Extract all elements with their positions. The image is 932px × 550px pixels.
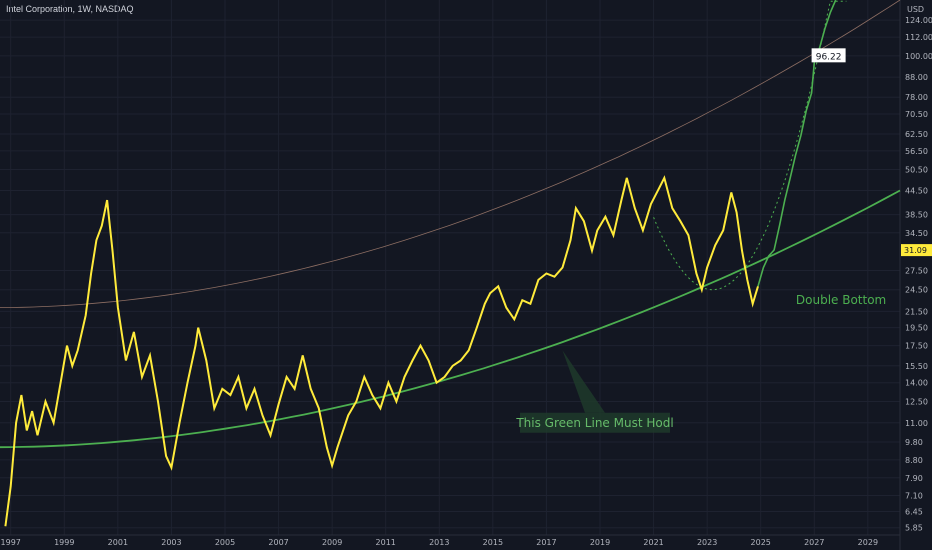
y-tick-label: 78.00 (905, 93, 928, 102)
annotation-pointer (562, 350, 605, 413)
y-tick-label: 70.50 (905, 110, 928, 119)
double-bottom-arc (653, 0, 847, 291)
y-tick-label: 7.10 (905, 492, 923, 501)
y-tick-label: 100.00 (905, 52, 932, 61)
x-tick-label: 2015 (483, 538, 503, 547)
grid (0, 0, 900, 535)
y-tick-label: 8.80 (905, 456, 923, 465)
x-tick-label: 2027 (804, 538, 824, 547)
projection-price-box (811, 48, 846, 63)
y-tick-label: 112.00 (905, 33, 932, 42)
x-tick-label: 2017 (536, 538, 556, 547)
y-tick-label: 88.00 (905, 73, 928, 82)
annotation-double-bottom-text: Double Bottom (796, 293, 886, 307)
x-tick-label: 2025 (751, 538, 771, 547)
y-tick-label: 17.50 (905, 342, 928, 351)
y-tick-label: 34.50 (905, 229, 928, 238)
x-tick-label: 2013 (429, 538, 449, 547)
price-line (4, 175, 759, 527)
projection-line (757, 0, 837, 287)
annotation-box (520, 412, 670, 433)
x-tick-label: 1997 (1, 538, 21, 547)
y-tick-label: 9.80 (905, 438, 923, 447)
y-tick-label: 38.50 (905, 211, 928, 220)
y-tick-label: 21.50 (905, 307, 928, 316)
x-tick-label: 2011 (376, 538, 396, 547)
x-tick-label: 2029 (858, 538, 878, 547)
y-tick-label: 124.00 (905, 16, 932, 25)
price-axis (900, 0, 932, 550)
y-tick-label: 44.50 (905, 186, 928, 195)
y-tick-label: 15.50 (905, 362, 928, 371)
y-tick-label: 50.50 (905, 165, 928, 174)
y-tick-label: 19.50 (905, 324, 928, 333)
y-tick-label: 6.45 (905, 508, 923, 517)
x-tick-label: 2003 (161, 538, 181, 547)
y-tick-label: 7.90 (905, 474, 923, 483)
x-tick-label: 1999 (54, 538, 74, 547)
y-tick-label: 5.85 (905, 524, 923, 533)
current-price-label: 31.09 (904, 246, 927, 255)
support-curve (0, 189, 901, 449)
x-tick-label: 2009 (322, 538, 342, 547)
currency-label: USD (907, 5, 924, 14)
y-tick-label: 11.00 (905, 419, 928, 428)
x-tick-label: 2001 (108, 538, 128, 547)
x-tick-label: 2007 (268, 538, 288, 547)
y-tick-label: 12.50 (905, 398, 928, 407)
annotation-support-text: This Green Line Must Hodl (515, 416, 673, 430)
projection-price-label: 96.22 (816, 52, 842, 62)
x-tick-label: 2021 (643, 538, 663, 547)
resistance-curve (0, 0, 901, 308)
x-tick-label: 2005 (215, 538, 235, 547)
x-tick-label: 2023 (697, 538, 717, 547)
y-tick-label: 27.50 (905, 266, 928, 275)
chart-title: Intel Corporation, 1W, NASDAQ (6, 4, 134, 14)
current-price-box (901, 244, 932, 257)
x-tick-label: 2019 (590, 538, 610, 547)
y-tick-label: 14.00 (905, 379, 928, 388)
y-tick-label: 56.50 (905, 147, 928, 156)
y-tick-label: 62.50 (905, 130, 928, 139)
y-tick-label: 24.50 (905, 286, 928, 295)
